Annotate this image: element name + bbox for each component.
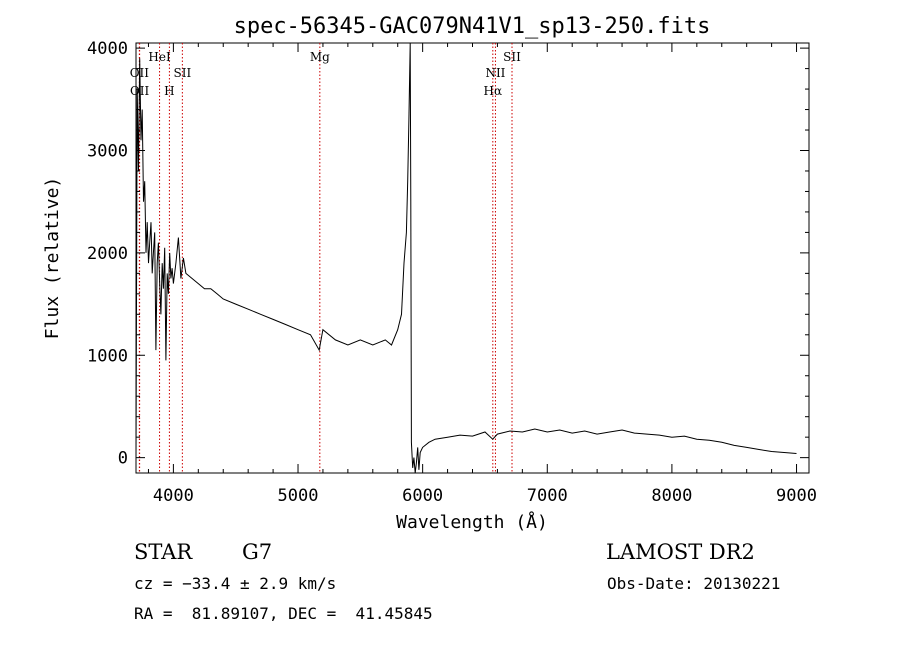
spectrum-line: [135, 42, 797, 474]
y-tick-label: 0: [118, 449, 128, 469]
y-tick-label: 2000: [87, 244, 128, 264]
x-tick-label: 7000: [527, 486, 568, 506]
emission-line-label: SII: [503, 50, 521, 64]
survey-name: LAMOST DR2: [606, 540, 755, 564]
x-axis-label: Wavelength (Å): [396, 511, 548, 533]
observation-date: Obs-Date: 20130221: [607, 574, 780, 593]
x-tick-label: 6000: [402, 486, 443, 506]
y-tick-label: 1000: [87, 346, 128, 366]
object-subclass: G7: [242, 540, 272, 564]
object-class: STAR: [134, 540, 193, 564]
x-tick-label: 4000: [153, 486, 194, 506]
emission-line-label: SII: [174, 66, 192, 80]
x-tick-label: 5000: [278, 486, 319, 506]
y-tick-label: 4000: [87, 39, 128, 59]
emission-line-label: Hα: [484, 84, 503, 98]
redshift-info: cz = −33.4 ± 2.9 km/s: [134, 574, 336, 593]
y-axis-label: Flux (relative): [42, 177, 63, 340]
chart-title: spec-56345-GAC079N41V1_sp13-250.fits: [234, 14, 711, 39]
y-tick-label: 3000: [87, 142, 128, 162]
emission-line-label: Mg: [310, 50, 330, 64]
emission-line-label: H: [164, 84, 174, 98]
emission-line-label: HeI: [148, 50, 171, 64]
plot-frame: [135, 42, 810, 474]
x-tick-label: 8000: [651, 486, 692, 506]
y-axis-ticks: 0 1000 2000 3000 4000: [87, 39, 809, 469]
x-tick-label: 9000: [776, 486, 817, 506]
x-axis-ticks: 4000 5000 6000 7000 8000 9000: [147, 43, 817, 506]
coordinates-info: RA = 81.89107, DEC = 41.45845: [134, 604, 433, 623]
emission-line-label: NII: [485, 66, 505, 80]
emission-line-markers: [138, 43, 513, 473]
